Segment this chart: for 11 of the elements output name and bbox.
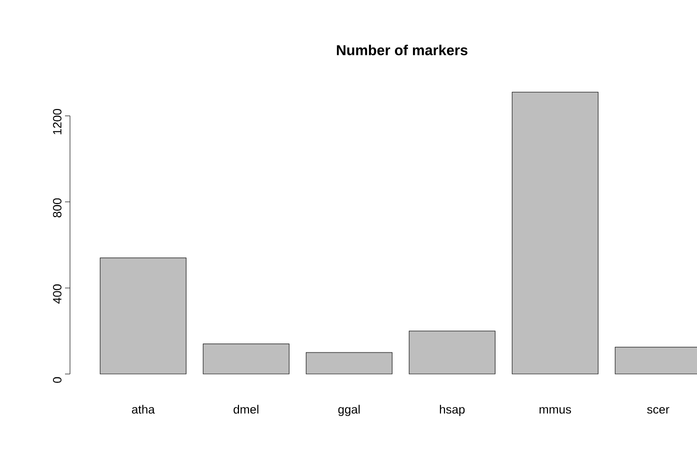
chart-title: Number of markers	[336, 44, 468, 56]
y-tick-label: 800	[52, 198, 62, 218]
y-tick-label: 0	[52, 377, 62, 383]
x-tick-label: ggal	[338, 404, 360, 416]
x-tick-label: hsap	[440, 404, 465, 416]
y-tick-label: 400	[52, 284, 62, 304]
x-tick-label: dmel	[234, 404, 258, 414]
x-tick-label: scer	[647, 407, 670, 414]
y-tick-label: 1200	[52, 108, 62, 134]
x-tick-label: mmus	[540, 407, 572, 414]
x-tick-label: atha	[132, 404, 155, 414]
